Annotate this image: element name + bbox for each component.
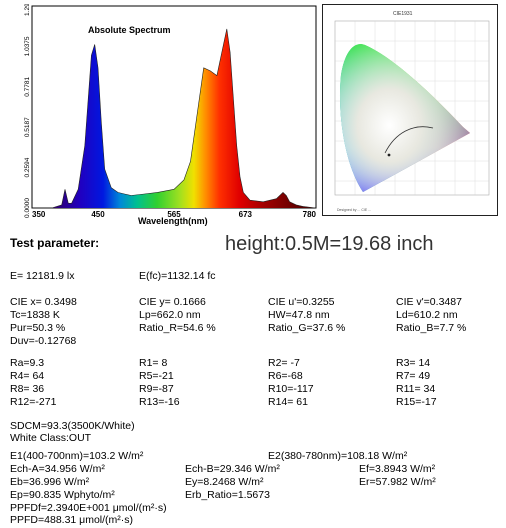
r1-value: R1= 8 (139, 357, 168, 369)
erb-ratio-value: Erb_Ratio=1.5673 (185, 489, 270, 501)
er-value: Er=57.982 W/m² (359, 476, 436, 488)
pur-value: Pur=50.3 % (10, 322, 66, 334)
cie-y-value: CIE y= 0.1666 (139, 296, 206, 308)
cie-u-value: CIE u'=0.3255 (268, 296, 335, 308)
r5-value: R5=-21 (139, 370, 174, 382)
ld-value: Ld=610.2 nm (396, 309, 458, 321)
ppfdf-value: PPFDf=2.3940E+001 μmol/(m²·s) (10, 502, 167, 514)
y-tick-label: 0.7781 (24, 76, 31, 96)
x-tick-label: 780 (303, 210, 317, 219)
ratio-g-value: Ratio_G=37.6 % (268, 322, 346, 334)
e1-value: E1(400-700nm)=103.2 W/m² (10, 450, 144, 462)
height-caption: height:0.5M=19.68 inch (225, 233, 434, 255)
illuminance-fc: E(fc)=1132.14 fc (139, 270, 216, 282)
ep-value: Ep=90.835 Wphyto/m² (10, 489, 115, 501)
cie-svg: CIE1931 Designed by ... CIE ... (334, 11, 490, 212)
ef-value: Ef=3.8943 W/m² (359, 463, 436, 475)
spectrum-title: Absolute Spectrum (88, 25, 171, 35)
eb-value: Eb=36.996 W/m² (10, 476, 90, 488)
ratio-b-value: Ratio_B=7.7 % (396, 322, 467, 334)
y-tick-label: 1.0375 (24, 36, 31, 56)
duv-value: Duv=-0.12768 (10, 335, 77, 347)
r12-value: R12=-271 (10, 396, 57, 408)
y-tick-label: 0.0000 (24, 198, 31, 218)
x-tick-label: 450 (91, 210, 105, 219)
ra-value: Ra=9.3 (10, 357, 45, 369)
white-class-value: White Class:OUT (10, 432, 92, 444)
x-tick-label: 673 (239, 210, 253, 219)
r3-value: R3= 14 (396, 357, 431, 369)
cie-title: CIE1931 (393, 11, 413, 17)
y-tick-label: 1.2968 (24, 4, 31, 16)
r6-value: R6=-68 (268, 370, 303, 382)
e2-value: E2(380-780nm)=108.18 W/m² (268, 450, 408, 462)
spectrum-xlabel: Wavelength(nm) (138, 216, 208, 226)
absolute-spectrum-chart: 350 450 565 673 780 0.0000 0.2594 0.5187 0.7781… (8, 0, 322, 228)
sdcm-value: SDCM=93.3(3500K/White) (10, 420, 135, 432)
test-parameter-heading: Test parameter: (10, 236, 100, 250)
r9-value: R9=-87 (139, 383, 174, 395)
r4-value: R4= 64 (10, 370, 45, 382)
illuminance-lx: E= 12181.9 lx (10, 270, 75, 282)
ech-a-value: Ech-A=34.956 W/m² (10, 463, 105, 475)
r13-value: R13=-16 (139, 396, 180, 408)
plot-frame (31, 5, 317, 209)
cie-v-value: CIE v'=0.3487 (396, 296, 462, 308)
r10-value: R10=-117 (268, 383, 314, 395)
hw-value: HW=47.8 nm (268, 309, 330, 321)
y-tick-label: 0.2594 (24, 157, 31, 177)
cie-footer: Designed by ... CIE ... (337, 208, 371, 212)
planckian-locus (384, 126, 434, 154)
lp-value: Lp=662.0 nm (139, 309, 201, 321)
x-tick-label: 565 (167, 210, 181, 219)
r2-value: R2= -7 (268, 357, 300, 369)
r11-value: R11= 34 (396, 383, 436, 395)
y-tick-label: 0.5187 (24, 117, 31, 137)
cie-x-value: CIE x= 0.3498 (10, 296, 77, 308)
spectrum-svg: 350 450 565 673 780 0.0000 0.2594 0.5187 0.7781… (24, 0, 317, 226)
ech-b-value: Ech-B=29.346 W/m² (185, 463, 280, 475)
spectrum-outline (32, 28, 317, 209)
r8-value: R8= 36 (10, 383, 45, 395)
ratio-r-value: Ratio_R=54.6 % (139, 322, 216, 334)
x-tick-label: 350 (32, 210, 46, 219)
chromaticity-horseshoe (339, 44, 470, 193)
measured-point-marker (387, 153, 391, 157)
tc-value: Tc=1838 K (10, 309, 60, 321)
ppfd-value: PPFD=488.31 μmol/(m²·s) (10, 514, 134, 526)
r14-value: R14= 61 (268, 396, 308, 408)
r15-value: R15=-17 (396, 396, 437, 408)
ey-value: Ey=8.2468 W/m² (185, 476, 264, 488)
r7-value: R7= 49 (396, 370, 431, 382)
cie1931-diagram: CIE1931 Designed by ... CIE ... (322, 4, 498, 216)
spectrum-area-series (32, 28, 316, 209)
